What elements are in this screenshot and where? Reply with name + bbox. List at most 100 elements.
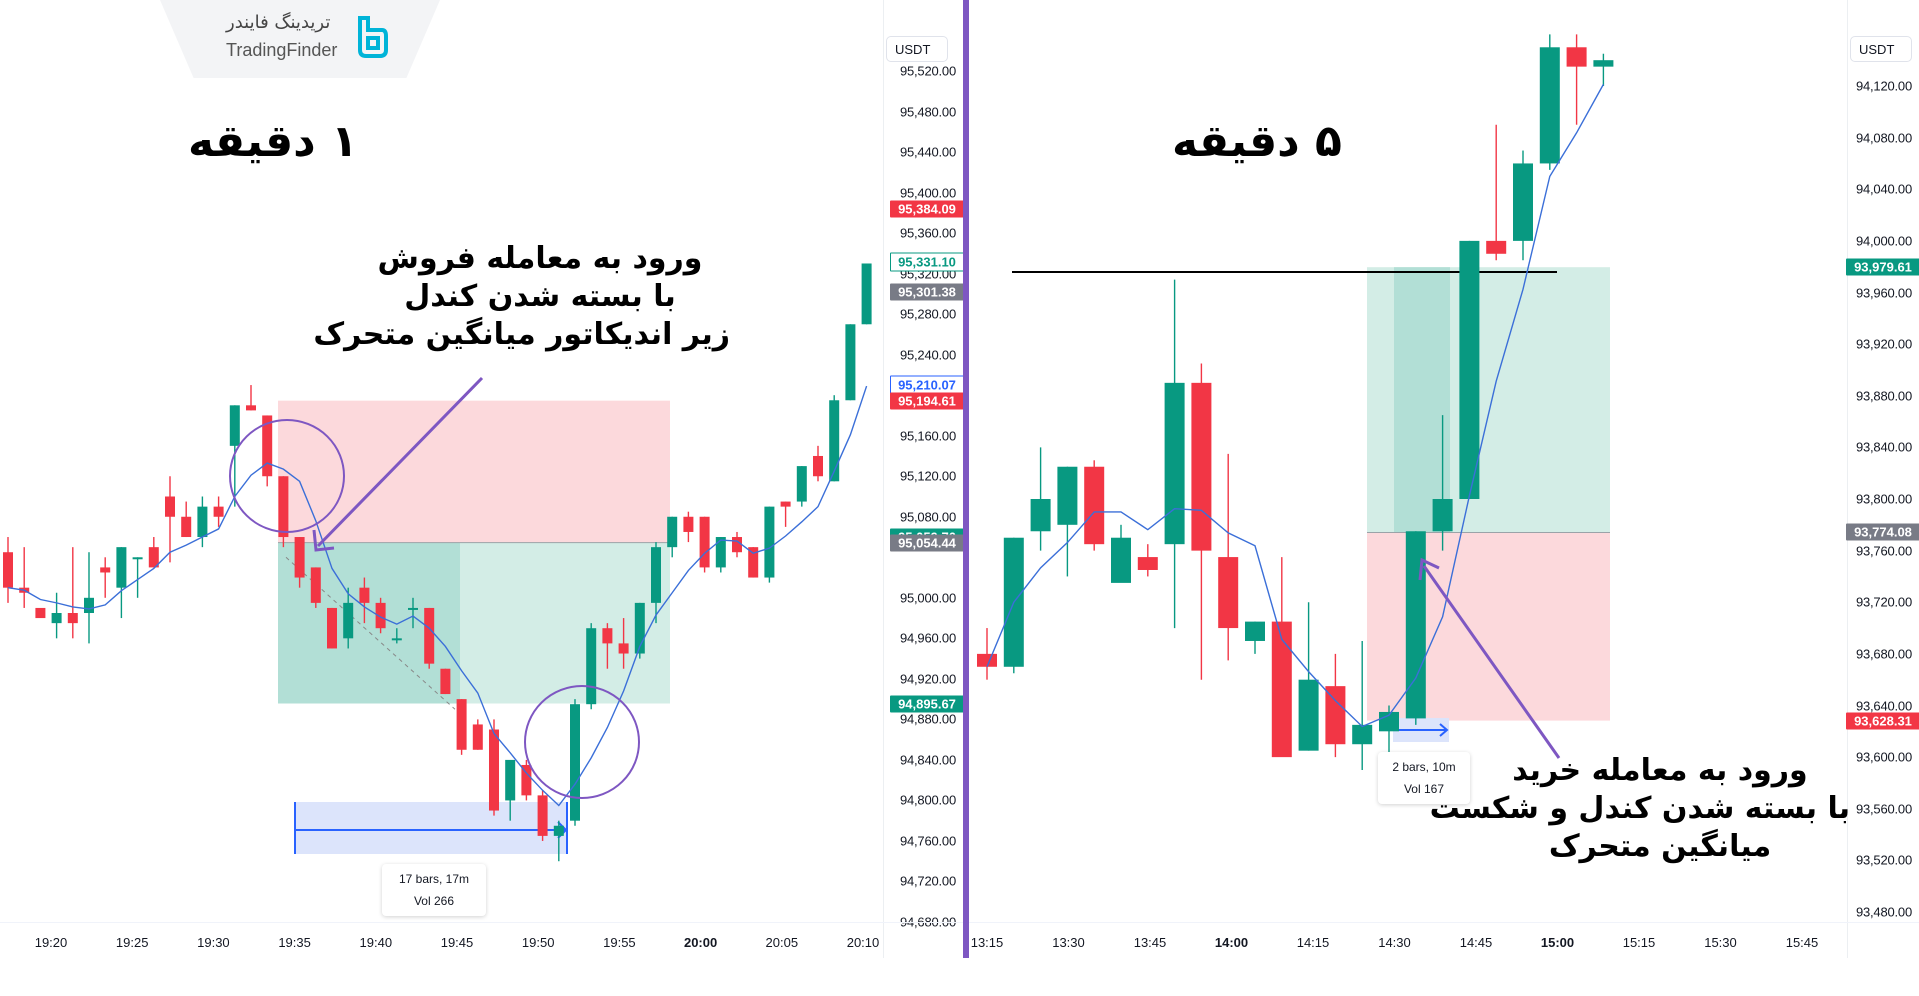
- bullish-candle[interactable]: [1352, 724, 1373, 745]
- bearish-candle[interactable]: [424, 607, 435, 664]
- bullish-candle[interactable]: [1111, 537, 1131, 583]
- bearish-candle[interactable]: [100, 567, 111, 573]
- bullish-candle[interactable]: [570, 704, 580, 821]
- bearish-candle[interactable]: [1137, 557, 1158, 570]
- bearish-candle[interactable]: [1486, 240, 1507, 254]
- bullish-candle[interactable]: [1298, 679, 1319, 751]
- bullish-candle[interactable]: [764, 506, 775, 578]
- bullish-candle[interactable]: [391, 638, 402, 641]
- right-time-axis[interactable]: 13:15 13:30 13:45 14:00 14:15 14:30 14:45 15:00…: [969, 922, 1919, 959]
- bullish-candle[interactable]: [116, 547, 127, 588]
- bullish-candle[interactable]: [586, 628, 597, 705]
- bullish-candle[interactable]: [1245, 621, 1265, 641]
- price-tick: 93,480.00: [1855, 904, 1912, 920]
- bearish-candle[interactable]: [67, 613, 78, 624]
- bullish-candle[interactable]: [505, 759, 516, 801]
- bullish-candle[interactable]: [634, 602, 645, 654]
- date-range-measure: [295, 802, 567, 854]
- annotation-arrow-icon: [1422, 565, 1561, 759]
- bullish-candle[interactable]: [715, 537, 726, 568]
- bullish-candle[interactable]: [1593, 60, 1614, 67]
- bullish-candle[interactable]: [197, 506, 208, 538]
- bearish-candle[interactable]: [602, 628, 613, 644]
- panel-divider: [963, 0, 969, 996]
- bearish-candle[interactable]: [456, 699, 467, 750]
- bearish-candle[interactable]: [813, 455, 823, 477]
- price-tick: 93,600.00: [1855, 749, 1912, 765]
- bearish-candle[interactable]: [181, 516, 192, 538]
- moving-average-line: [7, 385, 868, 807]
- bearish-candle[interactable]: [1271, 621, 1292, 758]
- bearish-candle[interactable]: [618, 643, 629, 654]
- bullish-candle[interactable]: [1164, 382, 1185, 545]
- bullish-candle[interactable]: [84, 597, 94, 614]
- bearish-candle[interactable]: [537, 795, 548, 836]
- bearish-candle[interactable]: [262, 415, 273, 477]
- bearish-candle[interactable]: [165, 496, 175, 517]
- bearish-candle[interactable]: [683, 516, 694, 532]
- bearish-candle[interactable]: [748, 547, 759, 578]
- bullish-candle[interactable]: [1539, 47, 1560, 164]
- bearish-candle[interactable]: [732, 537, 742, 553]
- bearish-candle[interactable]: [35, 607, 46, 619]
- right-timeframe-title: ۵ دقیقه: [1172, 116, 1342, 167]
- bearish-candle[interactable]: [977, 653, 997, 667]
- bearish-candle[interactable]: [1566, 47, 1587, 67]
- left-timeframe-title: ۱ دقیقه: [188, 116, 358, 167]
- bearish-candle[interactable]: [1325, 686, 1346, 745]
- left-time-axis[interactable]: 19:20 19:25 19:30 19:35 19:40 19:45 19:50 19:55…: [0, 922, 963, 959]
- bearish-candle[interactable]: [3, 552, 13, 588]
- price-tick: 95,000.00: [899, 590, 956, 606]
- bearish-candle[interactable]: [310, 567, 321, 603]
- bullish-candle[interactable]: [1513, 163, 1533, 241]
- bearish-candle[interactable]: [521, 764, 532, 796]
- price-tick: 95,240.00: [899, 347, 956, 363]
- bullish-candle[interactable]: [845, 324, 856, 401]
- bearish-candle[interactable]: [213, 506, 224, 517]
- left-candlestick-chart[interactable]: [0, 0, 880, 922]
- time-tick: 14:45: [1459, 935, 1493, 950]
- bearish-candle[interactable]: [294, 537, 305, 578]
- bearish-candle[interactable]: [375, 602, 386, 629]
- bullish-candle[interactable]: [829, 400, 840, 482]
- price-tick: 93,640.00: [1855, 698, 1912, 713]
- bullish-candle[interactable]: [796, 466, 807, 502]
- bearish-candle[interactable]: [472, 724, 483, 750]
- price-tick: 94,960.00: [899, 630, 956, 646]
- right-currency-label[interactable]: USDT: [1850, 36, 1912, 62]
- bullish-candle[interactable]: [667, 516, 678, 548]
- bullish-candle[interactable]: [1057, 466, 1078, 525]
- bearish-candle[interactable]: [1084, 466, 1105, 545]
- price-tick: 95,280.00: [899, 306, 956, 322]
- right-candlestick-chart[interactable]: [969, 0, 1847, 922]
- bearish-candle[interactable]: [1191, 382, 1212, 551]
- bullish-candle[interactable]: [1432, 499, 1453, 532]
- bearish-candle[interactable]: [440, 668, 451, 695]
- bullish-candle[interactable]: [1030, 499, 1051, 532]
- bearish-candle[interactable]: [780, 501, 791, 507]
- bearish-candle[interactable]: [489, 729, 499, 811]
- right-annotation-line-1: ورود به معامله خرید: [1512, 753, 1808, 788]
- bearish-candle[interactable]: [359, 587, 370, 603]
- bullish-candle[interactable]: [651, 547, 661, 603]
- bearish-candle[interactable]: [699, 516, 710, 568]
- bearish-candle[interactable]: [246, 405, 256, 411]
- bullish-candle[interactable]: [553, 825, 564, 836]
- bullish-candle[interactable]: [51, 613, 62, 624]
- bullish-candle[interactable]: [861, 263, 872, 325]
- logo-badge: [160, 0, 440, 78]
- price-tag-gray: 95,301.38: [890, 283, 964, 301]
- bearish-candle[interactable]: [278, 476, 289, 538]
- bullish-candle[interactable]: [132, 557, 143, 560]
- bullish-candle[interactable]: [1459, 240, 1480, 499]
- right-price-axis[interactable]: USDT 94,120.00 94,080.00 94,040.00 94,000.0…: [1846, 0, 1919, 958]
- bearish-candle[interactable]: [1218, 557, 1239, 629]
- left-price-axis[interactable]: USDT 95,520.00 95,480.00 95,440.00 95,400.0…: [883, 0, 964, 958]
- stop-loss-zone: [1367, 532, 1610, 721]
- bullish-candle[interactable]: [229, 405, 240, 446]
- bullish-candle[interactable]: [343, 602, 354, 639]
- bearish-candle[interactable]: [327, 607, 337, 649]
- bullish-candle[interactable]: [408, 607, 418, 610]
- bearish-candle[interactable]: [148, 547, 159, 568]
- left-currency-label[interactable]: USDT: [886, 36, 948, 62]
